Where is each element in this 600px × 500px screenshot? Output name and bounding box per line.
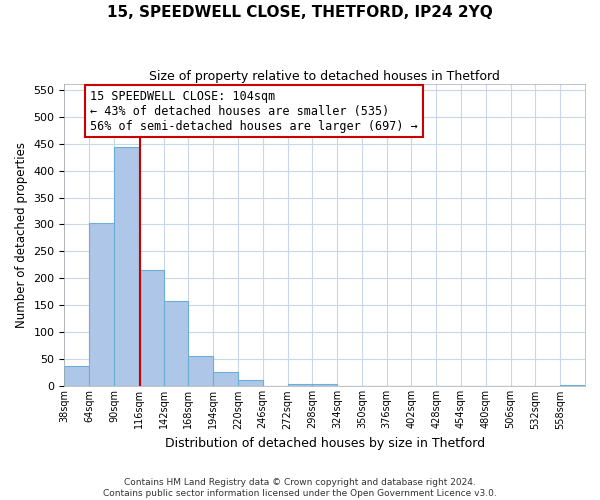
Bar — [164, 301, 188, 386]
Title: Size of property relative to detached houses in Thetford: Size of property relative to detached ho… — [149, 70, 500, 83]
Text: 15 SPEEDWELL CLOSE: 104sqm
← 43% of detached houses are smaller (535)
56% of sem: 15 SPEEDWELL CLOSE: 104sqm ← 43% of deta… — [90, 90, 418, 132]
Bar — [313, 384, 337, 386]
X-axis label: Distribution of detached houses by size in Thetford: Distribution of detached houses by size … — [164, 437, 485, 450]
Bar — [114, 148, 139, 386]
Bar — [89, 223, 114, 386]
Y-axis label: Number of detached properties: Number of detached properties — [15, 142, 28, 328]
Bar — [560, 385, 585, 386]
Text: Contains HM Land Registry data © Crown copyright and database right 2024.
Contai: Contains HM Land Registry data © Crown c… — [103, 478, 497, 498]
Bar — [238, 380, 263, 386]
Bar — [287, 384, 313, 386]
Bar — [139, 270, 164, 386]
Bar — [188, 356, 213, 386]
Bar — [64, 366, 89, 386]
Bar — [213, 372, 238, 386]
Text: 15, SPEEDWELL CLOSE, THETFORD, IP24 2YQ: 15, SPEEDWELL CLOSE, THETFORD, IP24 2YQ — [107, 5, 493, 20]
